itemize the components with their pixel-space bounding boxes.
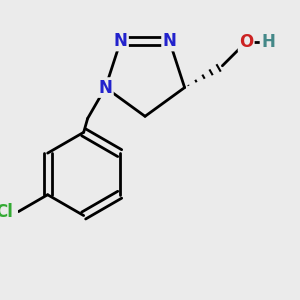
- Text: O: O: [239, 33, 253, 51]
- Text: N: N: [114, 32, 128, 50]
- Text: N: N: [163, 32, 176, 50]
- Text: N: N: [98, 79, 112, 97]
- Text: H: H: [261, 33, 275, 51]
- Text: Cl: Cl: [0, 202, 13, 220]
